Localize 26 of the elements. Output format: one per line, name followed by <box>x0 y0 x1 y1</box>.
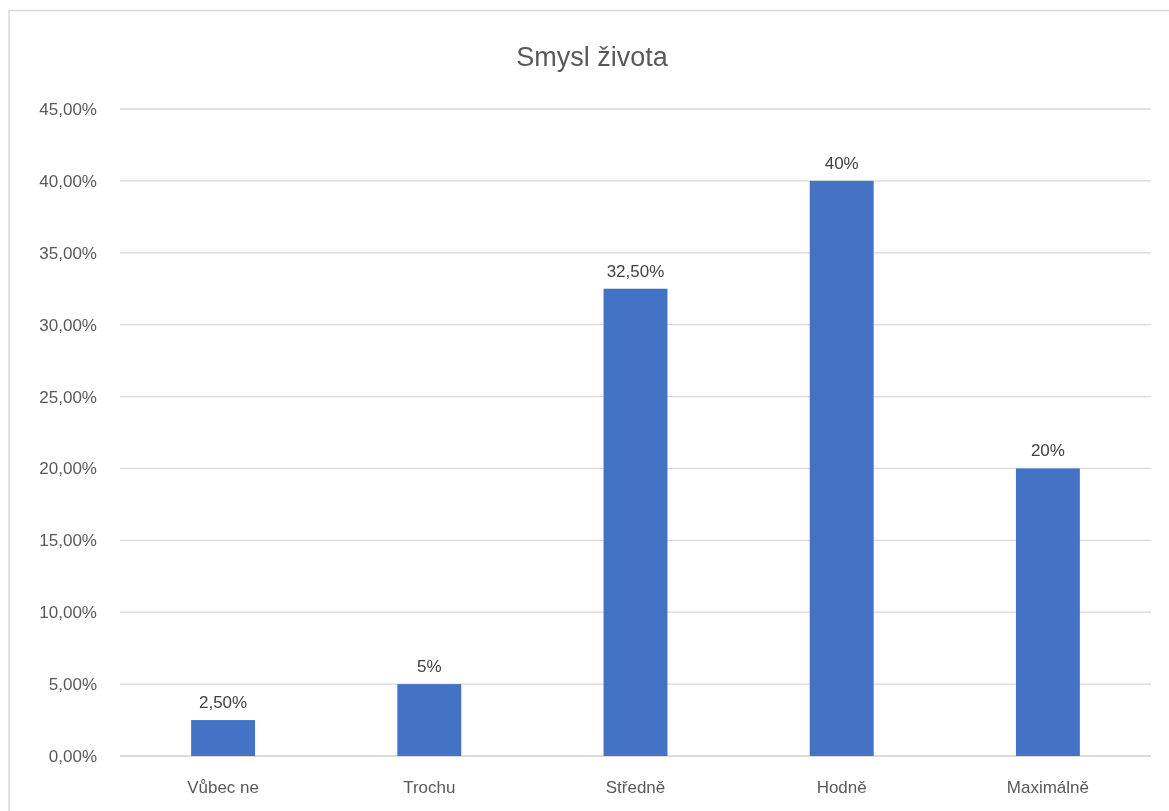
x-tick-label: Vůbec ne <box>187 777 260 797</box>
data-label: 40% <box>824 153 859 173</box>
bar <box>1015 468 1080 756</box>
data-label: 32,50% <box>606 261 665 281</box>
x-tick-label: Trochu <box>403 777 456 797</box>
y-tick-label: 10,00% <box>39 603 97 623</box>
x-tick-label: Maximálně <box>1006 777 1089 797</box>
data-label: 20% <box>1030 441 1065 461</box>
bar <box>191 720 256 756</box>
y-tick-label: 5,00% <box>48 675 97 695</box>
data-label: 5% <box>417 657 442 677</box>
y-tick-label: 45,00% <box>39 99 97 119</box>
chart-title: Smysl života <box>516 42 669 72</box>
y-tick-label: 40,00% <box>39 171 97 191</box>
y-tick-label: 15,00% <box>39 531 97 551</box>
y-tick-label: 20,00% <box>39 459 97 479</box>
x-tick-label: Hodně <box>816 777 867 797</box>
data-label: 2,50% <box>199 693 248 713</box>
x-tick-label: Středně <box>605 777 666 797</box>
y-tick-label: 0,00% <box>48 746 97 766</box>
y-tick-label: 30,00% <box>39 315 97 335</box>
bar <box>603 288 668 756</box>
bar <box>809 180 874 756</box>
y-tick-label: 25,00% <box>39 387 97 407</box>
bar <box>397 684 462 756</box>
y-tick-label: 35,00% <box>39 243 97 263</box>
